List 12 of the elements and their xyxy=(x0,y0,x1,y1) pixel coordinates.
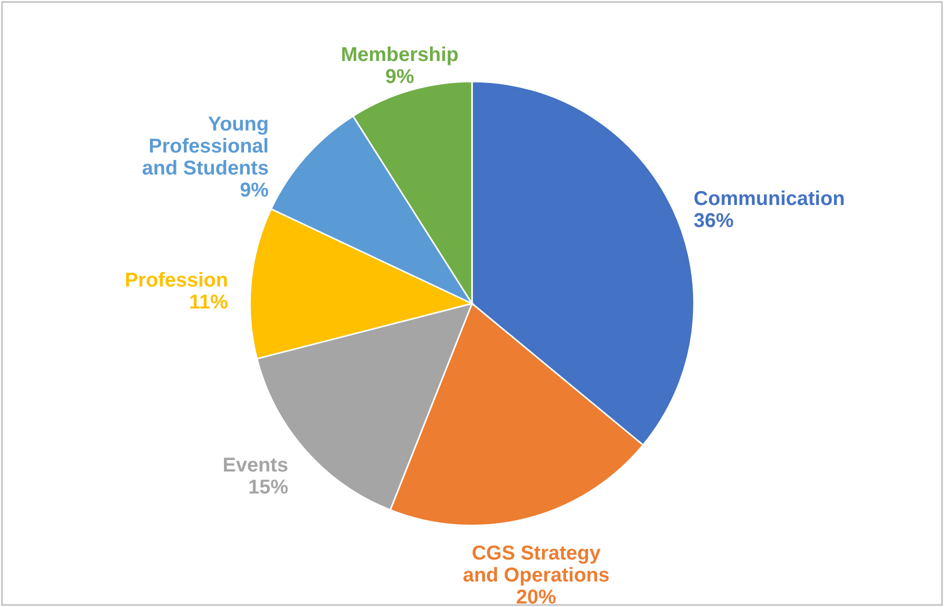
data-label: 9% xyxy=(385,66,414,88)
slice-label: Membership xyxy=(340,44,459,66)
data-label: 11% xyxy=(189,291,228,314)
slice-label: Young Professional and Students xyxy=(142,113,269,180)
slice-label: CGS Strategy and Operations xyxy=(462,542,610,586)
data-label: 36% xyxy=(694,210,734,232)
slice-label: Events xyxy=(222,454,288,477)
data-label: 9% xyxy=(240,179,269,202)
slice-label: Profession xyxy=(124,269,228,292)
data-label: 15% xyxy=(248,476,288,499)
slice-label: Communication xyxy=(694,188,845,210)
data-label: 20% xyxy=(516,586,556,607)
